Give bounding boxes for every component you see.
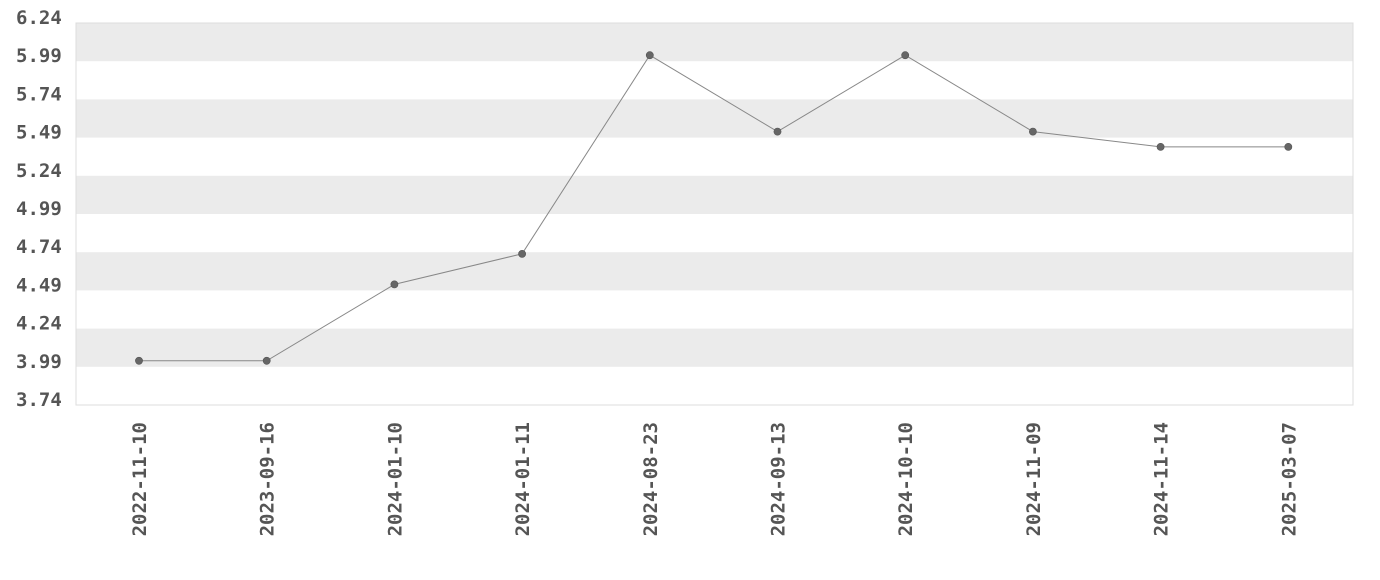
y-tick-label: 5.74: [16, 83, 62, 105]
y-tick-label: 3.74: [16, 389, 62, 411]
y-tick-label: 4.99: [16, 198, 62, 220]
y-tick-label: 4.24: [16, 313, 62, 335]
y-axis-tick-labels: 3.74 3.99 4.24 4.49 4.74 4.99 5.24 5.49 5.74 5.99…: [16, 7, 62, 411]
grid-band: [76, 99, 1353, 138]
data-point: [518, 249, 526, 258]
grid-band: [76, 175, 1353, 214]
x-tick-label: 2024-10-10: [895, 422, 917, 536]
plot-area-border: [75, 22, 1354, 406]
y-tick-label: 3.99: [16, 351, 62, 373]
x-tick-label: 2022-11-10: [129, 422, 151, 536]
data-point: [1029, 127, 1037, 136]
x-tick-label: 2024-01-11: [512, 422, 534, 536]
y-tick-label: 5.49: [16, 122, 62, 144]
data-point: [1156, 142, 1165, 151]
data-point: [645, 51, 654, 60]
data-point: [773, 127, 782, 136]
y-tick-label: 4.74: [16, 236, 62, 258]
x-tick-label: 2024-11-09: [1023, 422, 1045, 536]
series-layer: [135, 51, 1293, 365]
y-tick-label: 4.49: [16, 274, 62, 296]
grid-band: [76, 23, 1353, 62]
x-tick-label: 2024-08-23: [640, 422, 662, 536]
data-point: [1284, 142, 1293, 151]
series-line: [139, 54, 1289, 362]
grid-bands: [76, 23, 1353, 367]
data-point: [135, 356, 143, 365]
y-tick-label: 5.99: [16, 45, 62, 67]
x-tick-label: 2024-01-10: [384, 422, 406, 536]
x-axis-tick-labels: 2022-11-10 2023-09-16 2024-01-10 2024-01-11…: [129, 422, 1300, 536]
data-point: [390, 280, 399, 289]
x-tick-label: 2025-03-07: [1278, 422, 1300, 536]
y-tick-label: 6.24: [16, 7, 62, 29]
x-tick-label: 2023-09-16: [257, 422, 279, 536]
x-tick-label: 2024-09-13: [768, 422, 790, 536]
y-tick-label: 5.24: [16, 160, 62, 182]
x-tick-label: 2024-11-14: [1151, 422, 1173, 536]
grid-band: [76, 252, 1353, 291]
data-point: [262, 356, 271, 365]
data-point: [901, 51, 910, 60]
